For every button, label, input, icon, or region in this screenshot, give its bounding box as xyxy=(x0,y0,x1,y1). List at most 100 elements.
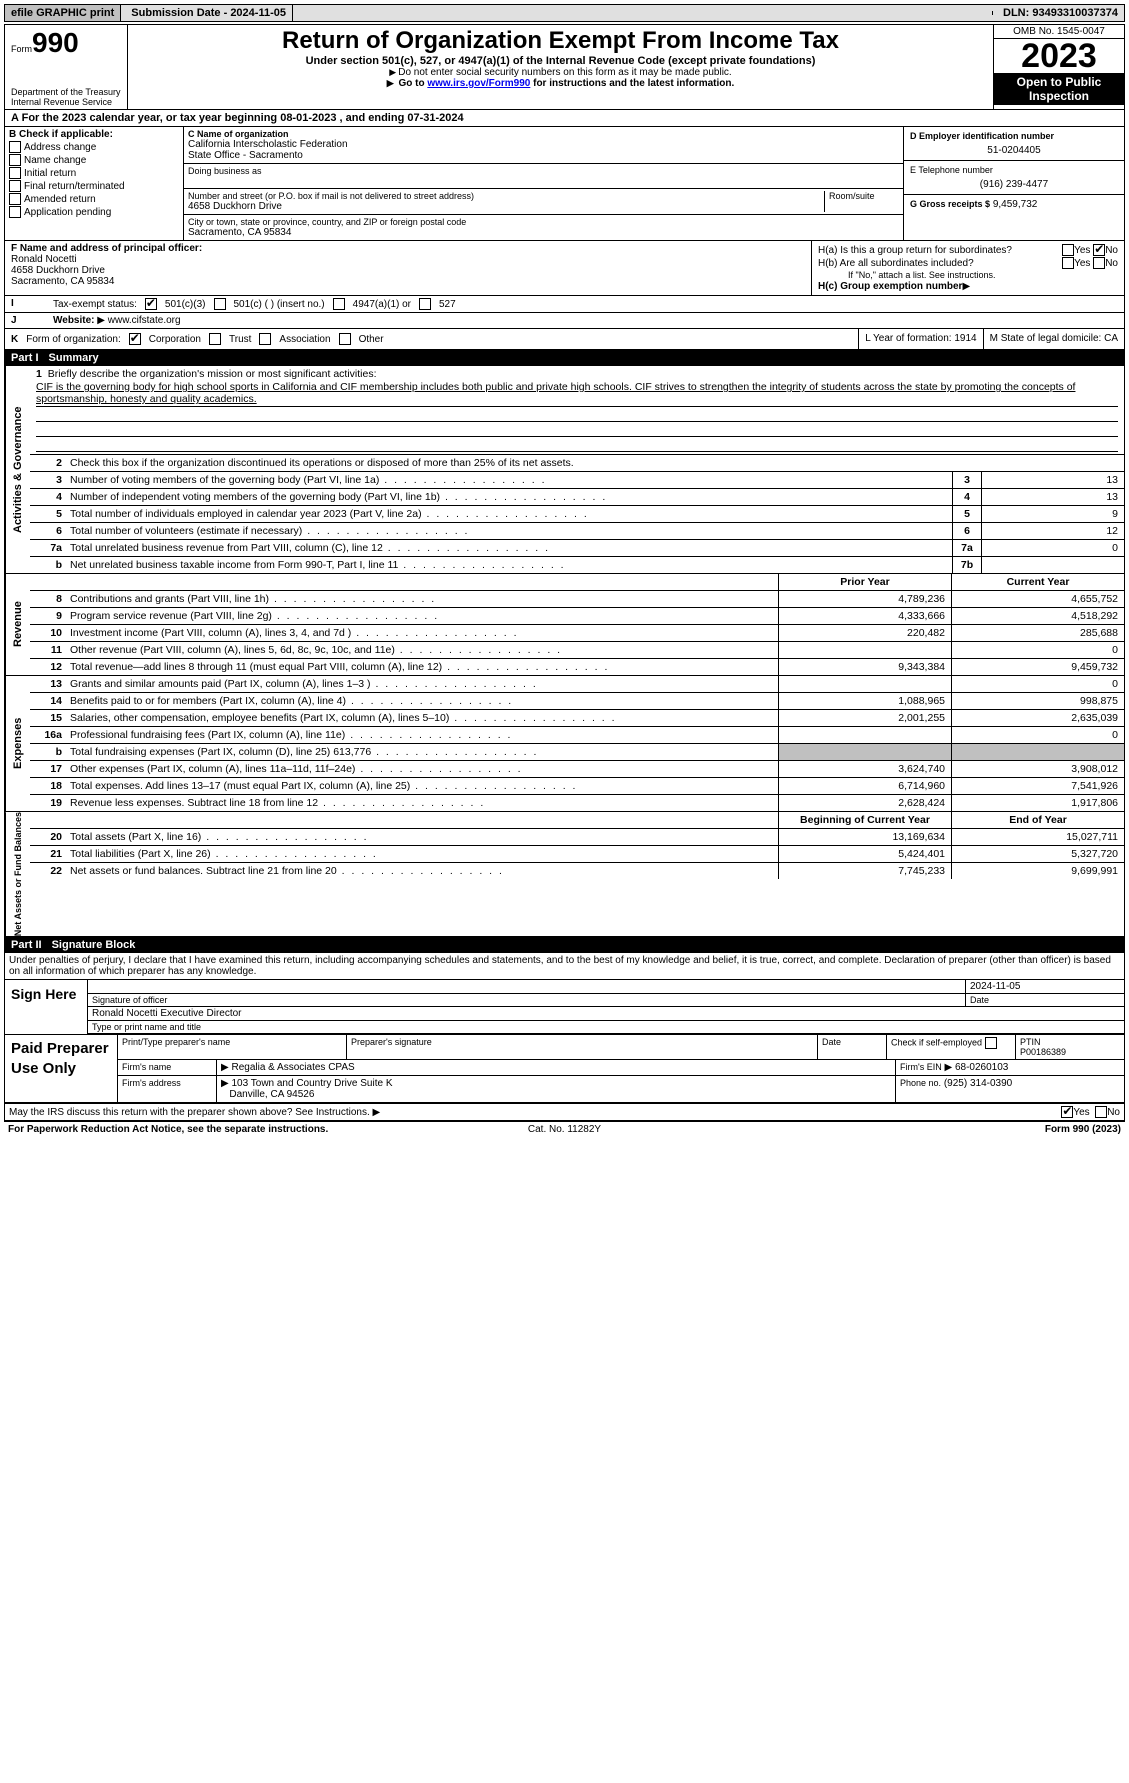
chk-trust[interactable] xyxy=(209,333,221,345)
form-number-cell: Form990 Department of the TreasuryIntern… xyxy=(5,25,128,109)
lbl-name-change: Name change xyxy=(24,155,86,166)
chk-4947[interactable] xyxy=(333,298,345,310)
discuss-no[interactable] xyxy=(1095,1106,1107,1118)
row-a-tax-year: A For the 2023 calendar year, or tax yea… xyxy=(5,110,1124,127)
chk-corp[interactable] xyxy=(129,333,141,345)
chk-address-change[interactable] xyxy=(9,141,21,153)
summary-row: 12Total revenue—add lines 8 through 11 (… xyxy=(30,659,1124,675)
firm-addr2: Danville, CA 94526 xyxy=(229,1089,314,1100)
row-j-website: J Website: ▶ www.cifstate.org xyxy=(5,313,1124,329)
summary-row: bNet unrelated business taxable income f… xyxy=(30,557,1124,573)
expenses-section: Expenses 13Grants and similar amounts pa… xyxy=(5,676,1124,812)
addr-label: Number and street (or P.O. box if mail i… xyxy=(188,191,820,201)
box-d-e-g: D Employer identification number 51-0204… xyxy=(904,127,1124,240)
lbl-other: Other xyxy=(359,334,384,345)
chk-501c3[interactable] xyxy=(145,298,157,310)
chk-self-employed[interactable] xyxy=(985,1037,997,1049)
summary-row: 6Total number of volunteers (estimate if… xyxy=(30,523,1124,540)
self-emp-label: Check if self-employed xyxy=(887,1035,1016,1059)
discuss-yes[interactable] xyxy=(1061,1106,1073,1118)
lbl-trust: Trust xyxy=(229,334,251,345)
tax-year: 2023 xyxy=(994,39,1124,73)
part-1-num: Part I xyxy=(11,352,39,364)
summary-row: 8Contributions and grants (Part VIII, li… xyxy=(30,591,1124,608)
lbl-501c3: 501(c)(3) xyxy=(165,299,206,310)
tax-year-range: For the 2023 calendar year, or tax year … xyxy=(22,112,464,124)
line2-text: Check this box if the organization disco… xyxy=(66,455,1124,471)
summary-row: 21Total liabilities (Part X, line 26)5,4… xyxy=(30,846,1124,863)
box-c: C Name of organization California Inters… xyxy=(184,127,904,240)
section-f-h: F Name and address of principal officer:… xyxy=(5,241,1124,296)
chk-app-pending[interactable] xyxy=(9,206,21,218)
form-container: Form990 Department of the TreasuryIntern… xyxy=(4,24,1125,1122)
subtitle-2: Do not enter social security numbers on … xyxy=(132,67,989,78)
org-name-label: C Name of organization xyxy=(188,129,899,139)
box-f: F Name and address of principal officer:… xyxy=(5,241,812,295)
discuss-yes-lbl: Yes xyxy=(1073,1107,1089,1118)
year-cell: OMB No. 1545-0047 2023 Open to Public In… xyxy=(994,25,1124,109)
hb-note: If "No," attach a list. See instructions… xyxy=(818,270,1118,280)
submission-date: Submission Date - 2024-11-05 xyxy=(125,5,293,21)
preparer-sig-label: Preparer's signature xyxy=(347,1035,818,1059)
vtab-expenses: Expenses xyxy=(5,676,30,811)
ha-label: H(a) Is this a group return for subordin… xyxy=(818,245,1062,256)
room-suite-label: Room/suite xyxy=(825,191,899,212)
ein-value: 51-0204405 xyxy=(910,145,1118,156)
chk-name-change[interactable] xyxy=(9,154,21,166)
dba-label: Doing business as xyxy=(188,166,899,176)
ha-no[interactable] xyxy=(1093,244,1105,256)
part-1-header: Part I Summary xyxy=(5,350,1124,366)
ha-no-lbl: No xyxy=(1105,245,1118,256)
year-formation: L Year of formation: 1914 xyxy=(859,329,983,349)
tax-status-label: Tax-exempt status: xyxy=(53,299,137,310)
hb-yes[interactable] xyxy=(1062,257,1074,269)
website-value: www.cifstate.org xyxy=(108,315,181,326)
org-name-2: State Office - Sacramento xyxy=(188,150,899,161)
lbl-app-pending: Application pending xyxy=(24,207,111,218)
dept-treasury: Department of the TreasuryInternal Reven… xyxy=(11,87,121,107)
lbl-assoc: Association xyxy=(279,334,330,345)
chk-527[interactable] xyxy=(419,298,431,310)
discuss-text: May the IRS discuss this return with the… xyxy=(9,1107,1061,1118)
vtab-activities: Activities & Governance xyxy=(5,366,30,573)
ha-yes[interactable] xyxy=(1062,244,1074,256)
summary-row: 20Total assets (Part X, line 16)13,169,6… xyxy=(30,829,1124,846)
mission-text: CIF is the governing body for high schoo… xyxy=(36,380,1118,407)
city-label: City or town, state or province, country… xyxy=(188,217,899,227)
summary-row: 18Total expenses. Add lines 13–17 (must … xyxy=(30,778,1124,795)
summary-row: 19Revenue less expenses. Subtract line 1… xyxy=(30,795,1124,811)
officer-addr1: 4658 Duckhorn Drive xyxy=(11,265,805,276)
firm-ein: 68-0260103 xyxy=(955,1062,1008,1073)
sig-officer-label: Signature of officer xyxy=(88,994,966,1006)
hc-label: H(c) Group exemption number xyxy=(818,281,962,292)
chk-assoc[interactable] xyxy=(259,333,271,345)
gross-label: G Gross receipts $ xyxy=(910,199,990,209)
box-b-header: B Check if applicable: xyxy=(9,129,179,140)
form-org-label: Form of organization: xyxy=(26,334,121,345)
toolbar-spacer xyxy=(297,11,993,15)
dln: DLN: 93493310037374 xyxy=(997,5,1124,21)
irs-link[interactable]: www.irs.gov/Form990 xyxy=(427,78,530,89)
ha-yes-lbl: Yes xyxy=(1074,245,1090,256)
sign-here-block: Sign Here 2024-11-05 Signature of office… xyxy=(5,980,1124,1035)
chk-other[interactable] xyxy=(339,333,351,345)
chk-initial-return[interactable] xyxy=(9,167,21,179)
firm-name: ▶ Regalia & Associates CPAS xyxy=(217,1060,896,1075)
lbl-corp: Corporation xyxy=(149,334,201,345)
chk-501c[interactable] xyxy=(214,298,226,310)
prior-year-hdr: Prior Year xyxy=(778,574,951,590)
part-1-title: Summary xyxy=(49,352,99,364)
ein-label: D Employer identification number xyxy=(910,131,1118,141)
current-year-hdr: Current Year xyxy=(951,574,1124,590)
efile-print-btn[interactable]: efile GRAPHIC print xyxy=(5,5,121,21)
summary-row: 9Program service revenue (Part VIII, lin… xyxy=(30,608,1124,625)
chk-final-return[interactable] xyxy=(9,180,21,192)
summary-row: 14Benefits paid to or for members (Part … xyxy=(30,693,1124,710)
hb-yes-lbl: Yes xyxy=(1074,258,1090,269)
hb-no[interactable] xyxy=(1093,257,1105,269)
lbl-527: 527 xyxy=(439,299,456,310)
sign-here-label: Sign Here xyxy=(5,980,88,1034)
chk-amended[interactable] xyxy=(9,193,21,205)
part-2-title: Signature Block xyxy=(52,939,136,951)
subtitle-1: Under section 501(c), 527, or 4947(a)(1)… xyxy=(132,55,989,67)
